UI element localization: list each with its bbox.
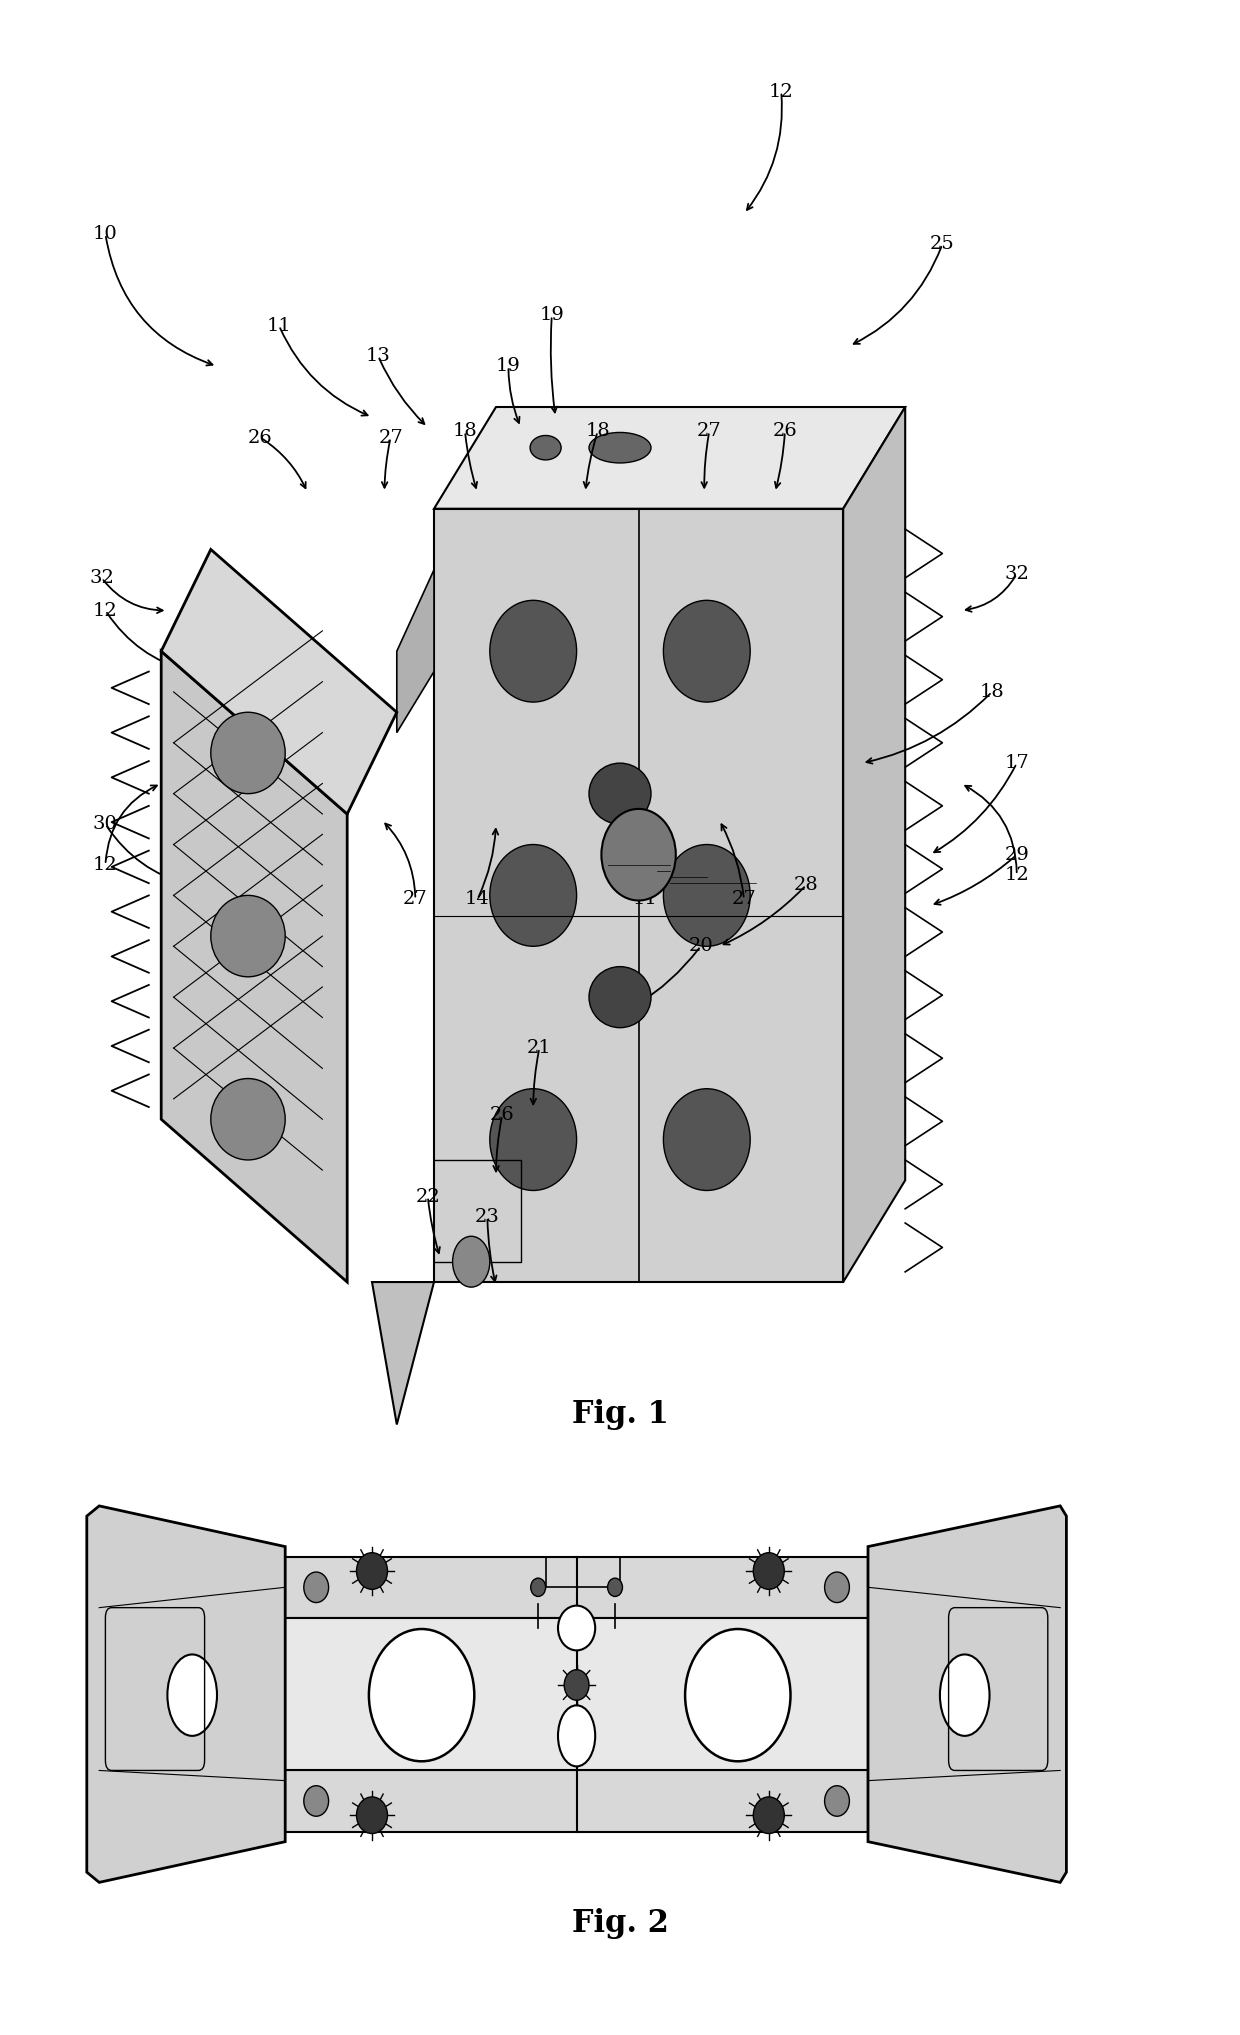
Text: 10: 10	[93, 226, 118, 242]
Ellipse shape	[531, 435, 560, 460]
Text: 14: 14	[465, 891, 490, 908]
Text: 11: 11	[267, 317, 291, 334]
Text: 26: 26	[773, 423, 797, 440]
Ellipse shape	[601, 810, 676, 899]
Text: 21: 21	[527, 1040, 552, 1056]
Text: 28: 28	[794, 877, 818, 893]
Polygon shape	[397, 570, 434, 733]
Text: 12: 12	[769, 83, 794, 100]
Ellipse shape	[684, 1628, 791, 1760]
Polygon shape	[161, 651, 347, 1282]
Text: 22: 22	[415, 1188, 440, 1205]
Ellipse shape	[753, 1553, 784, 1589]
Polygon shape	[868, 1506, 1066, 1882]
Text: Fig. 2: Fig. 2	[572, 1907, 668, 1939]
Polygon shape	[372, 1282, 434, 1424]
Text: 12: 12	[93, 602, 118, 619]
Text: Fig. 1: Fig. 1	[572, 1398, 668, 1431]
Polygon shape	[285, 1557, 868, 1618]
Ellipse shape	[589, 967, 651, 1028]
Polygon shape	[285, 1770, 868, 1832]
Ellipse shape	[357, 1553, 387, 1589]
Text: 27: 27	[403, 891, 428, 908]
Text: 29: 29	[1004, 847, 1029, 863]
Text: 19: 19	[539, 307, 564, 324]
Ellipse shape	[940, 1654, 990, 1736]
Ellipse shape	[211, 895, 285, 977]
Text: 30: 30	[93, 816, 118, 832]
Text: 26: 26	[490, 1107, 515, 1123]
Polygon shape	[843, 407, 905, 1282]
Ellipse shape	[357, 1797, 387, 1834]
Ellipse shape	[825, 1787, 849, 1815]
Ellipse shape	[490, 600, 577, 702]
Text: 23: 23	[475, 1209, 500, 1225]
Text: 32: 32	[89, 570, 114, 586]
Ellipse shape	[304, 1571, 329, 1604]
Text: 13: 13	[366, 348, 391, 364]
Ellipse shape	[558, 1705, 595, 1766]
Ellipse shape	[453, 1235, 490, 1286]
Text: 11: 11	[632, 891, 657, 908]
Ellipse shape	[663, 600, 750, 702]
Text: 18: 18	[585, 423, 610, 440]
Ellipse shape	[825, 1571, 849, 1604]
Ellipse shape	[531, 1579, 546, 1595]
Polygon shape	[285, 1618, 868, 1770]
Text: 27: 27	[378, 429, 403, 446]
Text: 10: 10	[236, 867, 260, 883]
Text: 24: 24	[167, 897, 192, 914]
Polygon shape	[434, 509, 843, 1282]
Text: 12: 12	[93, 857, 118, 873]
Text: 27: 27	[697, 423, 722, 440]
Text: 25: 25	[167, 1034, 192, 1050]
Ellipse shape	[663, 1089, 750, 1190]
Text: 19: 19	[496, 358, 521, 374]
Ellipse shape	[589, 431, 651, 462]
Text: 25: 25	[930, 236, 955, 252]
Polygon shape	[161, 549, 397, 814]
Ellipse shape	[564, 1669, 589, 1701]
Ellipse shape	[490, 845, 577, 946]
Ellipse shape	[211, 712, 285, 794]
Ellipse shape	[663, 845, 750, 946]
Text: 20: 20	[688, 938, 713, 954]
Ellipse shape	[370, 1628, 474, 1760]
Ellipse shape	[589, 763, 651, 824]
Text: 18: 18	[980, 684, 1004, 700]
Ellipse shape	[211, 1079, 285, 1160]
Polygon shape	[87, 1506, 285, 1882]
Ellipse shape	[608, 1579, 622, 1595]
Ellipse shape	[753, 1797, 784, 1834]
Text: 12: 12	[1004, 867, 1029, 883]
Ellipse shape	[304, 1787, 329, 1815]
Text: 26: 26	[248, 429, 273, 446]
Text: 27: 27	[732, 891, 756, 908]
Ellipse shape	[558, 1606, 595, 1650]
Ellipse shape	[490, 1089, 577, 1190]
Text: 17: 17	[1004, 755, 1029, 771]
Text: 18: 18	[453, 423, 477, 440]
Ellipse shape	[167, 1654, 217, 1736]
Polygon shape	[434, 407, 905, 509]
Text: 32: 32	[1004, 566, 1029, 582]
